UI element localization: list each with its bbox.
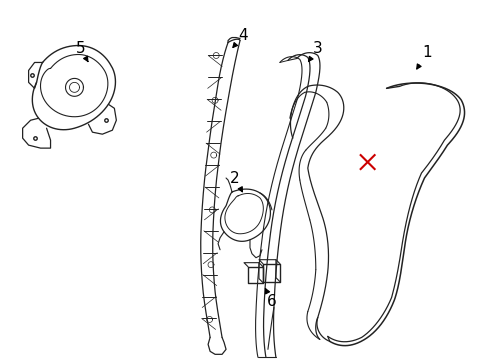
- Text: 5: 5: [76, 41, 88, 62]
- Text: 3: 3: [308, 41, 322, 62]
- Text: 2: 2: [230, 171, 242, 192]
- Text: 4: 4: [232, 28, 247, 48]
- Text: 1: 1: [416, 45, 431, 69]
- Text: 6: 6: [265, 288, 276, 309]
